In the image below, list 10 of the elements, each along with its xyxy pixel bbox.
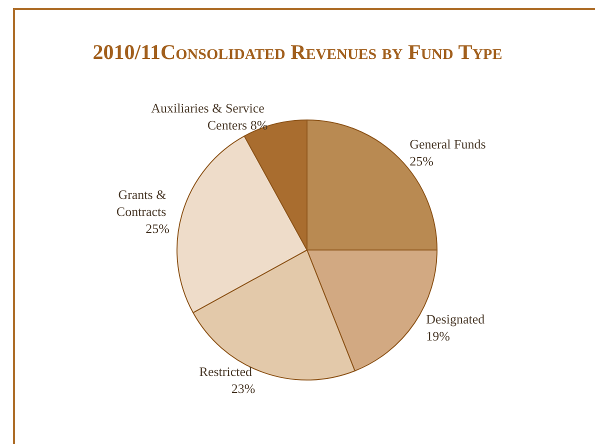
data-label: 25% — [146, 221, 170, 236]
data-label: 25% — [410, 153, 434, 168]
chart-title: 2010/11Consolidated Revenues by Fund Type — [92, 40, 504, 65]
slice-label: Restricted — [199, 364, 256, 379]
slice-label: Auxiliaries & Service Centers 8% — [151, 100, 268, 132]
slice-label: Grants & Contracts — [116, 187, 170, 219]
slice-label: General Funds — [410, 136, 490, 152]
data-label: 19% — [426, 328, 450, 344]
slice-label: Designated — [426, 312, 488, 327]
data-label: 23% — [231, 380, 256, 396]
